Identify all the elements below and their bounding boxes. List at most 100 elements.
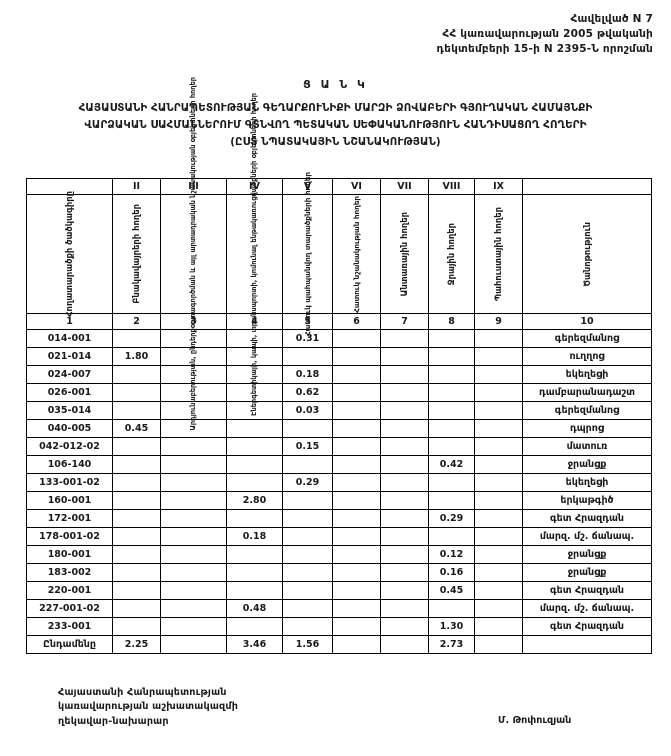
roman-cell-8: VIII [428,178,475,195]
cell-c6 [332,599,381,618]
column-header-water-lands: Ջրային հողեր [428,194,475,314]
cell-c7 [380,545,429,564]
cell-c2 [112,473,161,492]
table-row: 183-002 0.16 ջրանցք [26,563,652,582]
table-row: 035-014 0.03 գերեզմանոց [26,401,652,420]
column-header-forest-lands: Անտառային հողեր [380,194,429,314]
cell-c4: 2.80 [226,491,283,510]
numbering-cell-4: 4 [226,313,283,330]
numbering-cell-6: 6 [332,313,381,330]
cell-c2 [112,563,161,582]
table-roman-header-row: II III IV V VI VII VIII IX [26,178,652,195]
footer-line-2: կառավարության աշխատակազմի [58,701,239,713]
cell-c3 [160,365,227,384]
cell-c3 [160,509,227,528]
appendix-reference: Հավելված N 7 ՀՀ կառավարության 2005 թվակա… [437,12,653,58]
cell-c6 [332,455,381,474]
table-row: 040-005 0.45 դպրոց [26,419,652,438]
cell-c9 [474,617,523,636]
cell-c5 [282,455,333,474]
table-row: 172-001 0.29 գետ Հրազդան [26,509,652,528]
column-header-infrastructure-lands-label: Էներգետիկայի, կապի, տրանսպորտի, կոմունալ… [250,92,259,416]
total-c5: 1.56 [282,635,333,654]
cell-c9 [474,545,523,564]
numbering-cell-2: 2 [112,313,161,330]
cell-c7 [380,509,429,528]
cell-c7 [380,419,429,438]
cell-c8 [428,347,475,366]
roman-cell-9: IX [474,178,523,195]
column-header-notes: Ծանոթություն [522,194,652,314]
cell-c2 [112,491,161,510]
roman-cell-2: II [112,178,161,195]
cell-c5 [282,347,333,366]
total-c3 [160,635,227,654]
cell-note: դամբարանադաշտ [522,383,652,402]
roman-cell-4: IV [226,178,283,195]
cell-c7 [380,347,429,366]
cell-c6 [332,329,381,348]
cell-note: գերեզմանոց [522,401,652,420]
column-header-code-label: Հողատարածքի ծածկագիրը [64,191,75,317]
cell-note: գերեզմանոց [522,329,652,348]
cell-c7 [380,581,429,600]
cell-c5 [282,491,333,510]
cell-c2 [112,527,161,546]
cell-c7 [380,527,429,546]
cell-note: գետ Հրազդան [522,581,652,600]
numbering-cell-7: 7 [380,313,429,330]
cell-c8 [428,329,475,348]
cell-c4 [226,383,283,402]
cell-code: 160-001 [26,491,113,510]
column-header-infrastructure-lands: Էներգետիկայի, կապի, տրանսպորտի, կոմունալ… [226,93,283,415]
cell-c7 [380,401,429,420]
cell-c7 [380,455,429,474]
cell-c3 [160,455,227,474]
cell-c5 [282,617,333,636]
cell-c3 [160,545,227,564]
numbering-cell-9: 9 [474,313,523,330]
land-registry-table: II III IV V VI VII VIII IX Հողատարածքի ծ… [26,77,652,654]
cell-c7 [380,563,429,582]
cell-c8 [428,383,475,402]
cell-c4 [226,419,283,438]
document-title: Ց Ա Ն Կ [303,78,368,91]
cell-c3 [160,617,227,636]
cell-c3 [160,347,227,366]
cell-c8 [428,365,475,384]
cell-c6 [332,383,381,402]
cell-c3 [160,527,227,546]
column-header-water-lands-label: Ջրային հողեր [446,222,457,286]
cell-note: եկեղեցի [522,365,652,384]
cell-c6 [332,437,381,456]
numbering-cell-10: 10 [522,313,652,330]
column-header-reserve-lands: Պահուստային հողեր [474,194,523,314]
cell-note: ջրանցք [522,455,652,474]
cell-c2 [112,329,161,348]
table-row: 021-014 1.80 ուղղոց [26,347,652,366]
total-c4: 3.46 [226,635,283,654]
cell-c9 [474,581,523,600]
cell-c7 [380,617,429,636]
cell-c8 [428,473,475,492]
total-c9 [474,635,523,654]
cell-c6 [332,401,381,420]
cell-c5 [282,599,333,618]
cell-note: մարզ. մշ. ճանապ. [522,599,652,618]
footer-line-1: Հայաստանի Հանրապետության [58,687,227,698]
cell-c4: 0.18 [226,527,283,546]
cell-c9 [474,347,523,366]
cell-c8 [428,401,475,420]
cell-code: 106-140 [26,455,113,474]
cell-c5: 0.15 [282,437,333,456]
total-note [522,635,652,654]
total-c2: 2.25 [112,635,161,654]
roman-cell-5: V [282,178,333,195]
cell-c4 [226,401,283,420]
table-row: 160-001 2.80 երկաթգիծ [26,491,652,510]
cell-c7 [380,437,429,456]
numbering-cell-3: 3 [160,313,227,330]
cell-c8: 0.29 [428,509,475,528]
cell-c7 [380,473,429,492]
table-row: 024-007 0.18 եկեղեցի [26,365,652,384]
